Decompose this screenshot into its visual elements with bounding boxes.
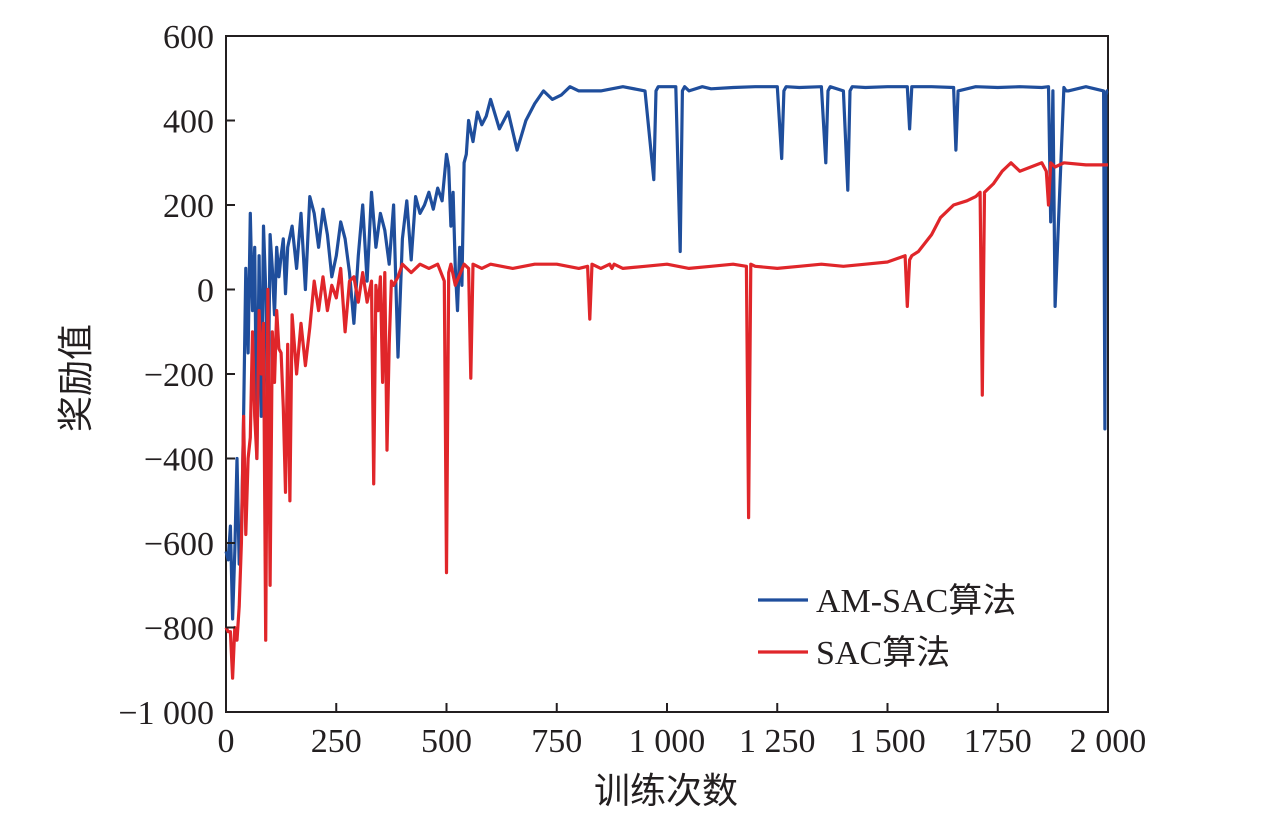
legend-label-am-sac: AM-SAC算法	[816, 582, 1016, 620]
legend: AM-SAC算法 SAC算法	[758, 582, 1016, 672]
x-tick-label: 0	[218, 723, 235, 760]
x-tick-label: 1 500	[849, 723, 926, 760]
y-tick-label: −800	[144, 611, 214, 648]
x-tick-label: 1750	[964, 723, 1032, 760]
series-line-sac	[224, 161, 1108, 680]
x-tick-label: 750	[531, 723, 582, 760]
y-tick-label: 0	[197, 273, 214, 310]
y-tick-label: 200	[163, 188, 214, 225]
y-tick-label: −400	[144, 442, 214, 479]
x-tick-label: 1 250	[739, 723, 816, 760]
series-line-am-sac	[224, 85, 1109, 621]
x-tick-label: 500	[421, 723, 472, 760]
x-tick-label: 250	[311, 723, 362, 760]
tick-layer: 0 250 500 750 1 000 1 250 1 500 1750 2 000 600 400…	[118, 19, 1146, 760]
legend-label-sac: SAC算法	[816, 634, 950, 672]
y-tick-label: −1 000	[118, 695, 214, 732]
x-tick-label: 2 000	[1070, 723, 1147, 760]
y-tick-label: 400	[163, 104, 214, 141]
y-tick-label: −200	[144, 357, 214, 394]
y-axis-label: 奖励值	[56, 324, 97, 432]
y-tick-label: 600	[163, 19, 214, 56]
y-tick-label: −600	[144, 526, 214, 563]
series-layer	[224, 85, 1109, 680]
x-tick-label: 1 000	[629, 723, 706, 760]
x-axis-label: 训练次数	[594, 771, 738, 812]
